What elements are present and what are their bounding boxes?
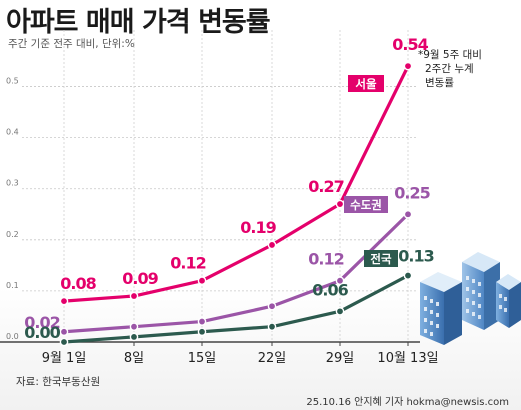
x-tick-label: 8일 — [124, 351, 144, 366]
apartment-buildings-icon — [420, 252, 521, 345]
data-point — [267, 322, 277, 331]
annotation-note: *9월 5주 대비 2주간 누계 변동률 — [418, 48, 482, 90]
x-tick-label: 22일 — [258, 351, 287, 366]
series-name-label: 서울 — [355, 77, 377, 91]
source-text: 자료: 한국부동산원 — [16, 376, 101, 388]
y-tick-label: 0.4 — [6, 128, 19, 137]
y-tick-label: 0.0 — [6, 332, 19, 341]
series-name-label: 수도권 — [350, 198, 382, 212]
data-point — [267, 240, 277, 250]
note-line: 변동률 — [425, 77, 454, 89]
data-point — [403, 271, 413, 280]
y-tick-label: 0.5 — [6, 77, 19, 86]
series-line-2 — [62, 273, 410, 344]
y-tick-label: 0.1 — [6, 281, 19, 290]
data-point — [129, 291, 139, 301]
series-line-1 — [62, 212, 410, 334]
series-badge — [344, 196, 388, 213]
data-point — [59, 337, 69, 347]
x-tick-label: 9월 1일 — [42, 351, 87, 366]
data-label: 0.19 — [240, 218, 276, 237]
series-badge — [364, 250, 398, 267]
data-point — [335, 199, 345, 209]
data-point — [403, 61, 413, 71]
data-point — [335, 307, 345, 316]
data-point — [197, 317, 207, 326]
data-point — [129, 322, 139, 331]
series-line-0 — [62, 64, 410, 303]
y-tick-label: 0.3 — [6, 179, 19, 188]
note-line: 2주간 누계 — [425, 63, 474, 75]
chart-title: 아파트 매매 가격 변동률 — [6, 7, 271, 38]
series-badge — [348, 75, 384, 92]
credit-text: 25.10.16 안지혜 기자 hokma@newsis.com — [306, 397, 509, 408]
data-point — [403, 209, 413, 219]
data-point — [197, 276, 207, 285]
data-point — [59, 327, 69, 337]
data-point — [59, 296, 69, 306]
y-tick-label: 0.2 — [6, 230, 19, 239]
data-label: 0.27 — [308, 177, 343, 196]
data-label: 0.54 — [392, 35, 428, 54]
data-label: 0.13 — [398, 247, 433, 266]
data-label: 0.08 — [60, 274, 96, 293]
data-label: 0.09 — [122, 269, 158, 288]
data-point — [129, 332, 139, 342]
data-label: 0.12 — [308, 250, 343, 269]
data-label: 0.00 — [24, 323, 60, 342]
x-tick-label: 10월 13일 — [377, 351, 438, 366]
data-point — [197, 327, 207, 337]
x-tick-label: 15일 — [188, 351, 217, 366]
chart-subtitle: 주간 기준 전주 대비, 단위:% — [8, 38, 135, 50]
data-label: 0.25 — [394, 183, 430, 202]
note-line: *9월 5주 대비 — [418, 49, 482, 61]
data-label: 0.12 — [170, 254, 205, 273]
data-label: 0.02 — [24, 313, 59, 332]
series-name-label: 전국 — [370, 252, 392, 266]
data-point — [267, 301, 277, 311]
data-label: 0.06 — [312, 280, 348, 299]
data-point — [335, 276, 345, 285]
x-tick-label: 29일 — [326, 351, 355, 366]
